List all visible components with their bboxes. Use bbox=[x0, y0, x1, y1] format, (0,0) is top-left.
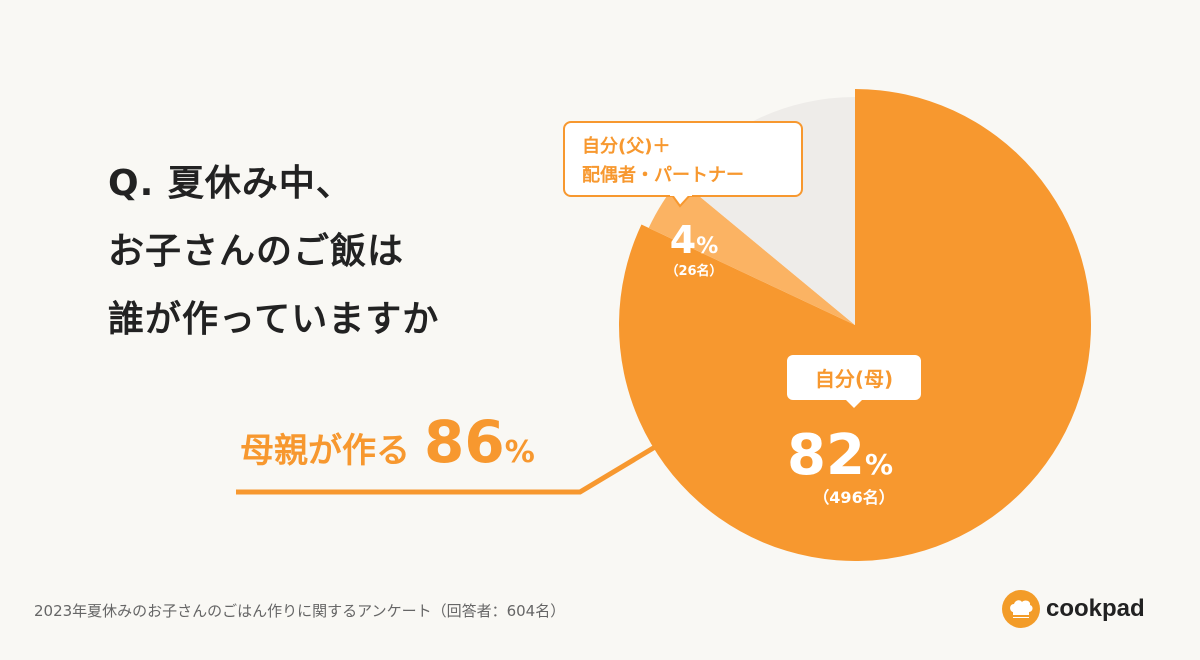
brand-name: cookpad bbox=[1046, 595, 1145, 622]
slice-label-mother-text: 自分(母) bbox=[815, 367, 893, 391]
survey-footnote: 2023年夏休みのお子さんのごはん作りに関するアンケート（回答者：604名） bbox=[34, 602, 566, 620]
headline-unit: % bbox=[504, 435, 535, 470]
slice-label-father: 自分(父)＋ 配偶者・パートナー 4% （26名） bbox=[563, 121, 803, 279]
chef-hat-icon bbox=[1002, 590, 1040, 628]
slice-label-mother-pointer bbox=[846, 400, 862, 408]
slice-label-father-line-2: 配偶者・パートナー bbox=[582, 164, 744, 186]
cookpad-logo: cookpad bbox=[1002, 590, 1145, 628]
slice-label-father-line-1: 自分(父)＋ bbox=[582, 135, 670, 157]
slice-label-mother-box bbox=[787, 355, 921, 400]
pie-slice-father-partner bbox=[648, 179, 855, 325]
pie-slices bbox=[619, 89, 1091, 561]
question-text: Q. 夏休み中、 お子さんのご飯は 誰が作っていますか bbox=[108, 150, 439, 354]
question-line-3: 誰が作っていますか bbox=[108, 299, 440, 340]
slice-count-father: （26名） bbox=[665, 263, 722, 279]
slice-count-mother: （496名） bbox=[813, 488, 894, 507]
headline-connector-line bbox=[236, 429, 682, 495]
question-line-1: Q. 夏休み中、 bbox=[108, 163, 353, 204]
headline-label: 母親が作る bbox=[240, 431, 410, 471]
question-line-2: お子さんのご飯は bbox=[108, 231, 405, 272]
headline: 母親が作る 86% bbox=[240, 408, 535, 476]
headline-value: 86 bbox=[424, 408, 505, 476]
